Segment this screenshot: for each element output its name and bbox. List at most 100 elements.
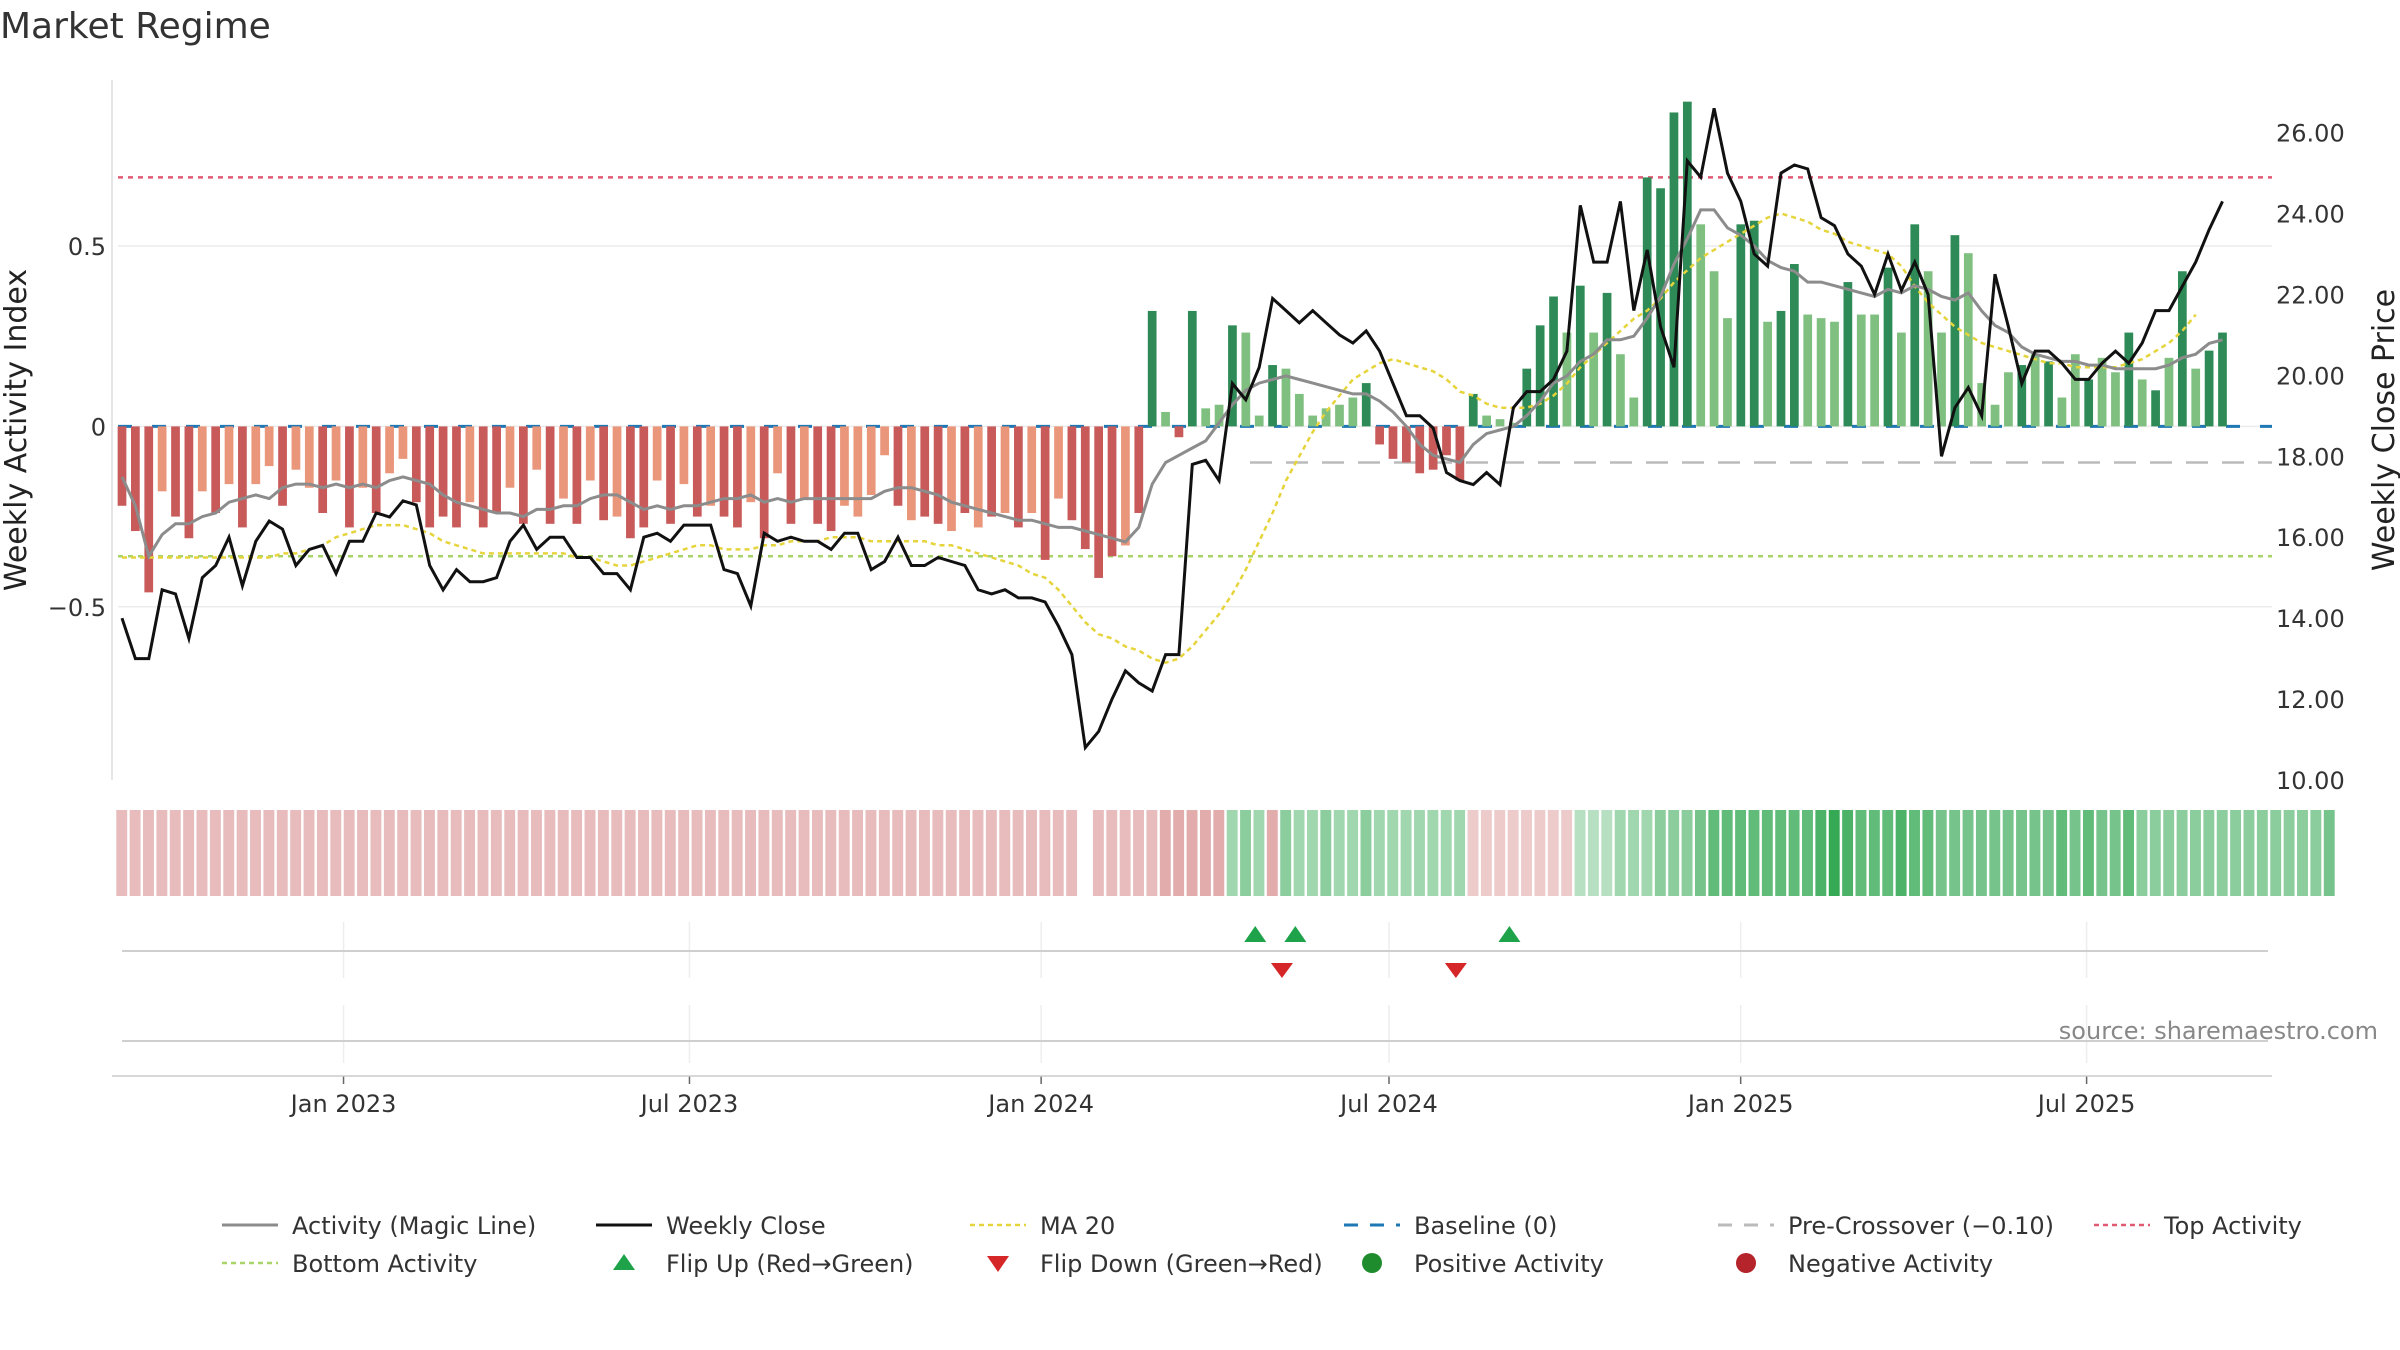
regime-cell xyxy=(437,810,449,896)
activity-bar xyxy=(692,426,702,517)
regime-cell xyxy=(450,810,462,896)
regime-cell xyxy=(838,810,850,896)
regime-cell xyxy=(1802,810,1813,896)
activity-bar xyxy=(1174,426,1184,438)
x-tick-label: Jul 2024 xyxy=(1338,1090,1438,1118)
activity-bar xyxy=(1522,368,1532,427)
activity-bar xyxy=(1629,397,1639,427)
legend-swatch-flip-down-green-red xyxy=(987,1256,1009,1272)
activity-bar xyxy=(1816,318,1826,427)
activity-bar xyxy=(1402,426,1411,463)
regime-cell xyxy=(972,810,984,896)
regime-cell xyxy=(1735,810,1747,896)
regime-cell xyxy=(1494,810,1506,896)
activity-bar xyxy=(853,426,863,517)
regime-cell xyxy=(2002,810,2014,896)
activity-bar xyxy=(1281,368,1291,427)
regime-cell xyxy=(785,810,797,896)
activity-bar xyxy=(1495,419,1505,427)
regime-cell xyxy=(557,810,569,896)
activity-bar xyxy=(519,426,528,524)
regime-cell xyxy=(1026,810,1037,896)
activity-bar xyxy=(1308,415,1318,427)
flip-down-marker xyxy=(1444,963,1467,978)
regime-cell xyxy=(1400,810,1412,896)
activity-bar xyxy=(331,426,341,481)
regime-cell xyxy=(504,810,516,896)
regime-cell xyxy=(1039,810,1051,896)
activity-bar xyxy=(1709,271,1719,427)
regime-cell xyxy=(464,810,476,896)
activity-bar xyxy=(1455,426,1465,481)
activity-bar xyxy=(2004,372,2013,427)
flip-up-marker xyxy=(1498,926,1521,942)
legend-label-ma-20: MA 20 xyxy=(1040,1212,1115,1240)
legend-swatch-positive-activity xyxy=(1362,1253,1382,1273)
regime-cell xyxy=(116,810,128,896)
legend-label-top-activity: Top Activity xyxy=(2163,1212,2302,1240)
regime-cell xyxy=(1694,810,1706,896)
regime-cell xyxy=(1654,810,1666,896)
activity-bar xyxy=(1562,332,1572,427)
regime-cell xyxy=(1092,810,1104,896)
regime-cell xyxy=(1975,810,1987,896)
weekly-close-line xyxy=(120,107,2224,752)
regime-cell xyxy=(1106,810,1118,896)
activity-bar xyxy=(1870,314,1879,427)
regime-cell xyxy=(1333,810,1345,896)
regime-cell xyxy=(2069,810,2081,896)
legend-label-baseline-0: Baseline (0) xyxy=(1414,1212,1557,1240)
legend-label-weekly-close: Weekly Close xyxy=(666,1212,826,1240)
activity-bar xyxy=(184,426,194,539)
regime-cell xyxy=(597,810,609,896)
regime-cell xyxy=(2029,810,2041,896)
activity-bar xyxy=(345,426,354,528)
regime-cell xyxy=(2243,810,2255,896)
activity-bar xyxy=(1883,267,1893,427)
regime-cell xyxy=(1521,810,1532,896)
regime-cell xyxy=(1213,810,1225,896)
regime-cell xyxy=(250,810,261,896)
legend-label-flip-up-red-green: Flip Up (Red→Green) xyxy=(666,1250,914,1278)
regime-cell xyxy=(1895,810,1907,896)
regime-cell xyxy=(410,810,422,896)
y-tick-label: 0 xyxy=(91,413,106,441)
activity-bar xyxy=(1294,393,1304,427)
regime-cell xyxy=(2042,810,2054,896)
regime-cell xyxy=(129,810,141,896)
activity-bar xyxy=(2030,354,2040,427)
regime-cell xyxy=(2270,810,2282,896)
activity-bar xyxy=(371,426,381,513)
regime-cell xyxy=(584,810,596,896)
activity-bar xyxy=(532,426,542,470)
activity-bar xyxy=(1375,426,1384,445)
regime-cell xyxy=(704,810,716,896)
reference-lines xyxy=(118,176,2272,558)
activity-bar xyxy=(612,426,622,517)
y2-tick-label: 26.00 xyxy=(2276,120,2345,148)
activity-bar xyxy=(947,426,956,532)
activity-bar xyxy=(1107,426,1117,557)
activity-bar xyxy=(1067,426,1077,521)
regime-cell xyxy=(1641,810,1653,896)
regime-cell xyxy=(263,810,275,896)
regime-cell xyxy=(1909,810,1920,896)
activity-bar xyxy=(1027,426,1037,513)
regime-cell xyxy=(2163,810,2175,896)
activity-bar xyxy=(1696,224,1706,427)
regime-cell xyxy=(2082,810,2094,896)
activity-bar xyxy=(411,426,421,503)
activity-bar xyxy=(1054,426,1063,499)
activity-bar xyxy=(2097,357,2107,427)
activity-bar xyxy=(866,426,876,495)
activity-bar xyxy=(987,426,996,517)
activity-bar xyxy=(157,426,167,492)
regime-cell xyxy=(2190,810,2201,896)
legend-label-negative-activity: Negative Activity xyxy=(1788,1250,1993,1278)
activity-bar xyxy=(826,426,836,532)
flip-markers xyxy=(1244,926,1521,978)
activity-bar xyxy=(1723,318,1732,427)
activity-bar xyxy=(1549,296,1558,427)
activity-bar xyxy=(1241,332,1251,427)
regime-cell xyxy=(1414,810,1425,896)
